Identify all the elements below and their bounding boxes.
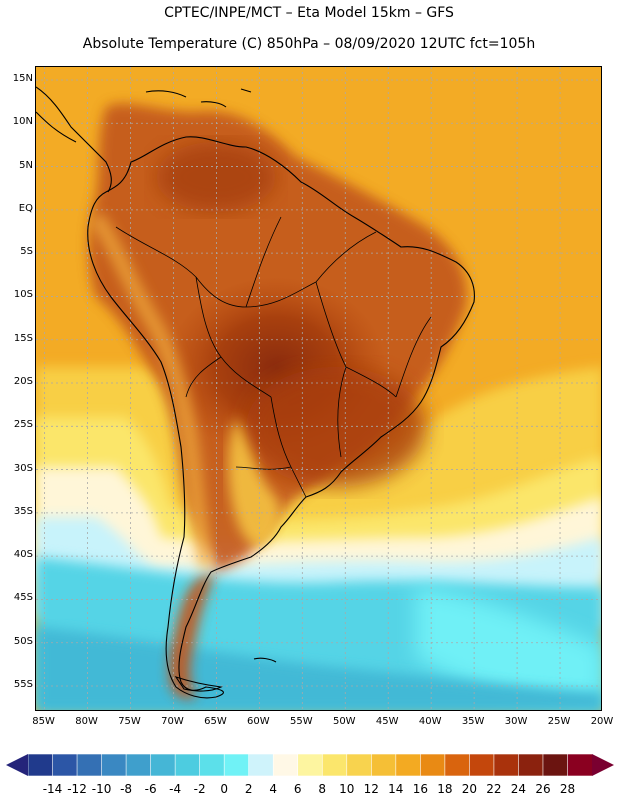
colorbar-tick-label: -14	[42, 782, 63, 796]
lon-tick-label: 60W	[247, 716, 270, 727]
lon-tick-label: 65W	[204, 716, 227, 727]
colorbar-segment	[76, 753, 103, 777]
colorbar	[6, 753, 614, 777]
colorbar-segment	[101, 753, 127, 777]
colorbar-tick-label: 0	[220, 782, 228, 796]
colorbar-segment	[444, 753, 471, 777]
lon-tick-label: 35W	[461, 716, 485, 727]
lat-tick-label: EQ	[18, 202, 33, 214]
central-america-north-coast	[36, 111, 77, 143]
bright-cyan-patch	[416, 587, 601, 707]
colorbar-segment	[420, 753, 446, 777]
colorbar-segment	[518, 753, 544, 777]
lat-tick-label: 10S	[13, 289, 33, 301]
lat-tick-label: 15S	[13, 332, 33, 344]
lon-tick-label: 40W	[418, 716, 442, 727]
lat-tick-label: 5S	[20, 246, 33, 258]
colorbar-right-arrow	[592, 754, 614, 776]
colorbar-segment	[248, 753, 275, 777]
colorbar-segment	[493, 753, 520, 777]
colorbar-tick-label: 28	[559, 782, 576, 796]
falklands	[253, 657, 277, 663]
lon-tick-label: 85W	[32, 716, 55, 727]
lon-tick-label: 70W	[161, 716, 184, 727]
lon-tick-label: 50W	[332, 716, 356, 727]
country-borders	[115, 216, 432, 498]
colorbar-tick-label: -4	[169, 782, 182, 796]
colorbar-tick-label: 20	[461, 782, 478, 796]
colorbar-segment	[125, 753, 152, 777]
tierra-del-fuego	[174, 675, 223, 692]
colorbar-tick-label: 22	[486, 782, 502, 796]
lon-tick-label: 75W	[118, 716, 141, 727]
lat-tick-label: 45S	[13, 592, 33, 604]
colorbar-tick-label: 26	[535, 782, 551, 796]
colorbar-tick-label: -12	[67, 782, 87, 796]
colorbar-tick-label: 16	[412, 782, 428, 796]
lat-tick-label: 10N	[12, 116, 33, 128]
lat-tick-label: 15N	[12, 72, 33, 84]
colorbar-tick-label: 2	[244, 782, 253, 796]
lat-tick-label: 20S	[13, 376, 33, 387]
temperature-map[interactable]	[35, 66, 602, 711]
map-subtitle: Absolute Temperature (C) 850hPa – 08/09/…	[82, 36, 536, 52]
lat-tick-label: 35S	[13, 505, 33, 517]
colorbar-segment	[297, 753, 324, 777]
colorbar-segment	[27, 753, 54, 777]
colorbar-tick-label: 10	[339, 782, 355, 796]
colorbar-tick-label: 18	[437, 782, 453, 796]
lon-tick-label: 80W	[75, 716, 98, 727]
colorbar-segment	[223, 753, 250, 777]
colorbar-tick-label: 4	[269, 782, 278, 796]
yellow-tongue	[228, 417, 281, 547]
map-canvas	[36, 67, 601, 710]
colorbar-segment	[346, 753, 373, 777]
coastlines	[36, 86, 475, 699]
colorbar-segment	[174, 753, 201, 777]
colorbar-tick-label: 8	[318, 782, 327, 796]
lat-tick-label: 55S	[13, 679, 33, 691]
colorbar-segment	[321, 753, 348, 777]
colorbar-tick-label: -6	[144, 782, 157, 796]
colorbar-tick-label: -2	[193, 782, 206, 796]
colorbar-segment	[542, 753, 569, 777]
lat-tick-label: 30S	[13, 462, 33, 474]
colorbar-segment	[469, 753, 495, 777]
colorbar-segment	[371, 753, 397, 777]
colorbar-segment	[567, 753, 593, 777]
colorbar-segment	[199, 753, 225, 777]
lon-tick-label: 55W	[290, 716, 313, 727]
south-america-coast	[87, 136, 475, 699]
colorbar-tick-label: 24	[510, 782, 527, 796]
lat-tick-label: 40S	[13, 549, 33, 561]
colorbar-tick-label: 6	[293, 782, 302, 796]
lat-tick-label: 50S	[13, 635, 33, 647]
colorbar-segment	[52, 753, 78, 777]
lat-tick-label: 25S	[13, 419, 33, 431]
hot-core-south	[246, 367, 426, 487]
hot-north	[156, 142, 276, 212]
caribbean-islands	[145, 88, 252, 108]
colorbar-left-arrow	[6, 754, 28, 776]
colorbar-tick-label: 12	[363, 782, 379, 796]
lon-tick-label: 20W	[590, 716, 614, 727]
colorbar-segment	[395, 753, 422, 777]
lon-tick-label: 30W	[504, 716, 528, 727]
colorbar-segment	[150, 753, 176, 777]
yellow-band	[36, 417, 601, 567]
andes-cooler-strip	[89, 212, 214, 569]
lon-tick-label: 25W	[547, 716, 571, 727]
central-america-coast	[36, 86, 112, 193]
colorbar-tick-label: -10	[91, 782, 112, 796]
map-title: CPTEC/INPE/MCT – Eta Model 15km – GFS	[164, 5, 454, 21]
colorbar-segment	[272, 753, 299, 777]
lat-tick-label: 5N	[19, 159, 33, 171]
colorbar-tick-label: 14	[388, 782, 404, 796]
colorbar-tick-label: -8	[120, 782, 133, 796]
lon-tick-label: 45W	[375, 716, 399, 727]
